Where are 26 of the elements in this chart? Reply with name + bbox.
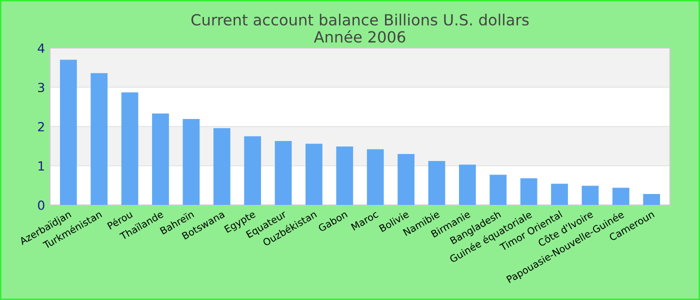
bar	[520, 178, 538, 205]
bar	[490, 174, 507, 205]
bar	[244, 136, 262, 205]
bar	[90, 73, 108, 205]
bar	[60, 60, 77, 205]
bar	[551, 184, 568, 205]
bar	[274, 141, 292, 205]
y-tick-label: 2	[38, 122, 44, 132]
bar	[582, 186, 599, 205]
y-tick-label: 4	[38, 44, 44, 53]
y-tick-label: 0	[38, 200, 44, 210]
bar	[366, 149, 384, 205]
bar	[458, 164, 476, 205]
bar	[336, 146, 354, 205]
chart-title: Current account balance Billions U.S. dollars Année 2006	[191, 14, 529, 43]
bar	[398, 154, 414, 205]
bar	[306, 144, 322, 205]
bar	[182, 119, 200, 205]
bar	[213, 128, 230, 205]
y-tick-label: 1	[38, 161, 44, 170]
bar	[643, 194, 660, 205]
bar	[121, 92, 138, 205]
bar	[428, 161, 446, 205]
y-tick-label: 3	[38, 82, 44, 92]
bar	[612, 188, 630, 205]
bar	[152, 114, 169, 205]
